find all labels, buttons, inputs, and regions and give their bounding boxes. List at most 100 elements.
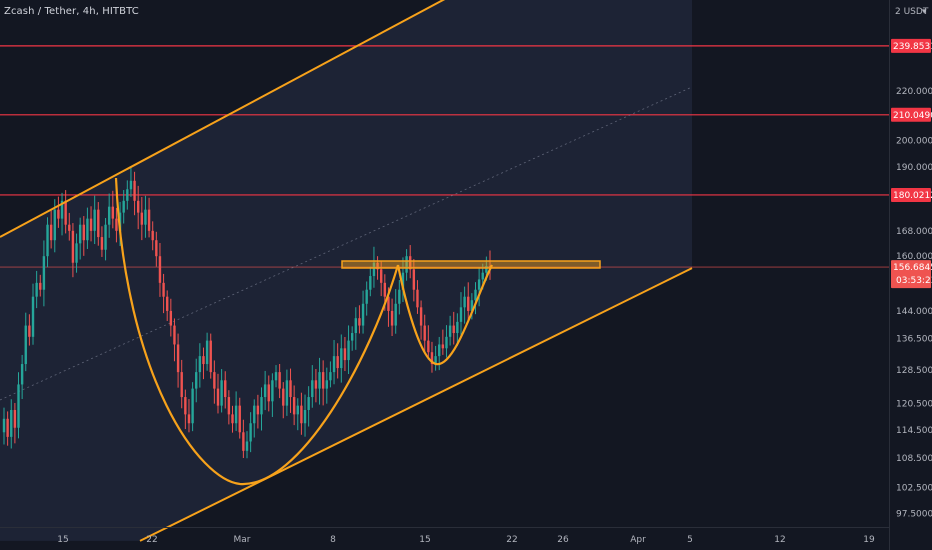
candle-body <box>151 230 154 241</box>
candle-body <box>438 344 441 357</box>
level-label-0: 239.8531 <box>893 42 932 52</box>
price-tick-7: 128.5000 <box>896 366 932 376</box>
candle-body <box>394 303 397 326</box>
candle-body <box>136 200 140 213</box>
candle-body <box>427 340 430 353</box>
candle-body <box>354 318 358 334</box>
candle-body <box>336 356 339 369</box>
candle-body <box>224 380 227 398</box>
candle-body <box>303 409 307 424</box>
price-tick-6: 136.5000 <box>896 335 932 345</box>
candle-body <box>111 206 115 219</box>
candle-body <box>220 380 223 406</box>
candle-body <box>445 336 448 349</box>
candle-body <box>343 348 347 361</box>
candle-body <box>329 372 332 381</box>
candle-body <box>184 397 187 415</box>
candle-body <box>155 240 158 257</box>
resistance-zone <box>341 260 601 269</box>
time-tick-5: 22 <box>506 535 517 545</box>
candle-body <box>488 266 492 268</box>
channel-lower-line <box>139 267 693 542</box>
candle-body <box>166 296 169 311</box>
symbol-title[interactable]: Zcash / Tether, 4h, HITBTC <box>4 6 139 17</box>
price-tick-9: 114.5000 <box>896 426 932 436</box>
candle-body <box>39 282 42 290</box>
candle-body <box>459 307 463 322</box>
time-tick-7: Apr <box>630 535 646 545</box>
time-tick-8: 5 <box>687 535 693 545</box>
candle-body <box>162 282 165 297</box>
candle-body <box>191 388 194 424</box>
candle-body <box>409 256 412 270</box>
candle-body <box>274 372 278 381</box>
candle-body <box>75 243 78 263</box>
candle-body <box>321 372 325 389</box>
level-label-bg-2 <box>891 187 931 202</box>
candle-body <box>416 289 419 308</box>
candle-body <box>474 289 477 301</box>
level-label-1: 210.0490 <box>893 111 932 121</box>
candle-body <box>314 380 318 389</box>
cup-curve <box>114 177 400 486</box>
price-tick-11: 102.5000 <box>896 484 932 494</box>
candle-body <box>115 218 118 231</box>
channel-upper-line <box>0 0 446 238</box>
level-label-bg-0 <box>891 38 931 53</box>
candle-body <box>285 380 289 406</box>
candle-body <box>68 224 71 231</box>
candle-body <box>49 224 53 241</box>
candle-body <box>481 272 484 280</box>
drawings[interactable] <box>0 0 693 542</box>
candle-body <box>361 303 365 326</box>
candle-body <box>205 340 209 365</box>
candle-body <box>42 256 46 290</box>
candle-body <box>242 432 245 451</box>
price-axis[interactable]: 220.0000 200.0000 190.0000 168.0000 160.0000… <box>891 38 932 520</box>
candle-body <box>93 209 96 231</box>
candle-body <box>318 372 321 389</box>
candle-body <box>158 256 162 283</box>
candle-body <box>253 405 256 424</box>
candle-body <box>485 266 488 273</box>
candle-body <box>144 209 147 225</box>
price-tick-3: 168.0000 <box>896 227 932 237</box>
candle-body <box>202 356 205 365</box>
currency-dropdown-icon[interactable]: ▾ <box>922 7 927 17</box>
candle-body <box>383 282 387 297</box>
price-tick-0: 220.0000 <box>896 87 932 97</box>
candle-body <box>64 200 67 225</box>
candle-body <box>198 356 202 373</box>
time-axis[interactable]: 15 22 Mar 8 15 22 26 Apr 5 12 19 <box>57 535 875 545</box>
candle-body <box>452 325 455 334</box>
candle-body <box>282 388 285 406</box>
candle-body <box>332 356 336 373</box>
candle-body <box>71 230 75 263</box>
candle-body <box>231 414 234 424</box>
candle-body <box>100 237 104 250</box>
candle-body <box>325 380 328 389</box>
candle-body <box>390 310 394 326</box>
candle-body <box>97 209 100 238</box>
candle-body <box>401 272 405 290</box>
price-tick-10: 108.5000 <box>896 454 932 464</box>
candle-body <box>387 296 390 311</box>
candle-body <box>31 296 35 337</box>
candle-body <box>195 372 198 389</box>
currency-label[interactable]: 2 USDT <box>895 7 929 17</box>
level-label-2: 180.0212 <box>893 191 932 201</box>
candle-body <box>17 384 20 428</box>
price-tick-1: 200.0000 <box>896 136 932 146</box>
candle-body <box>249 423 252 442</box>
candle-body <box>423 325 426 341</box>
candle-body <box>57 209 60 219</box>
price-tick-4: 160.0000 <box>896 252 932 262</box>
candle-body <box>463 296 466 308</box>
price-tick-5: 144.0000 <box>896 307 932 317</box>
candle-body <box>448 325 452 337</box>
candle-body <box>340 348 343 369</box>
candle-body <box>82 224 85 241</box>
candle-body <box>140 212 144 225</box>
candle-body <box>104 224 107 250</box>
